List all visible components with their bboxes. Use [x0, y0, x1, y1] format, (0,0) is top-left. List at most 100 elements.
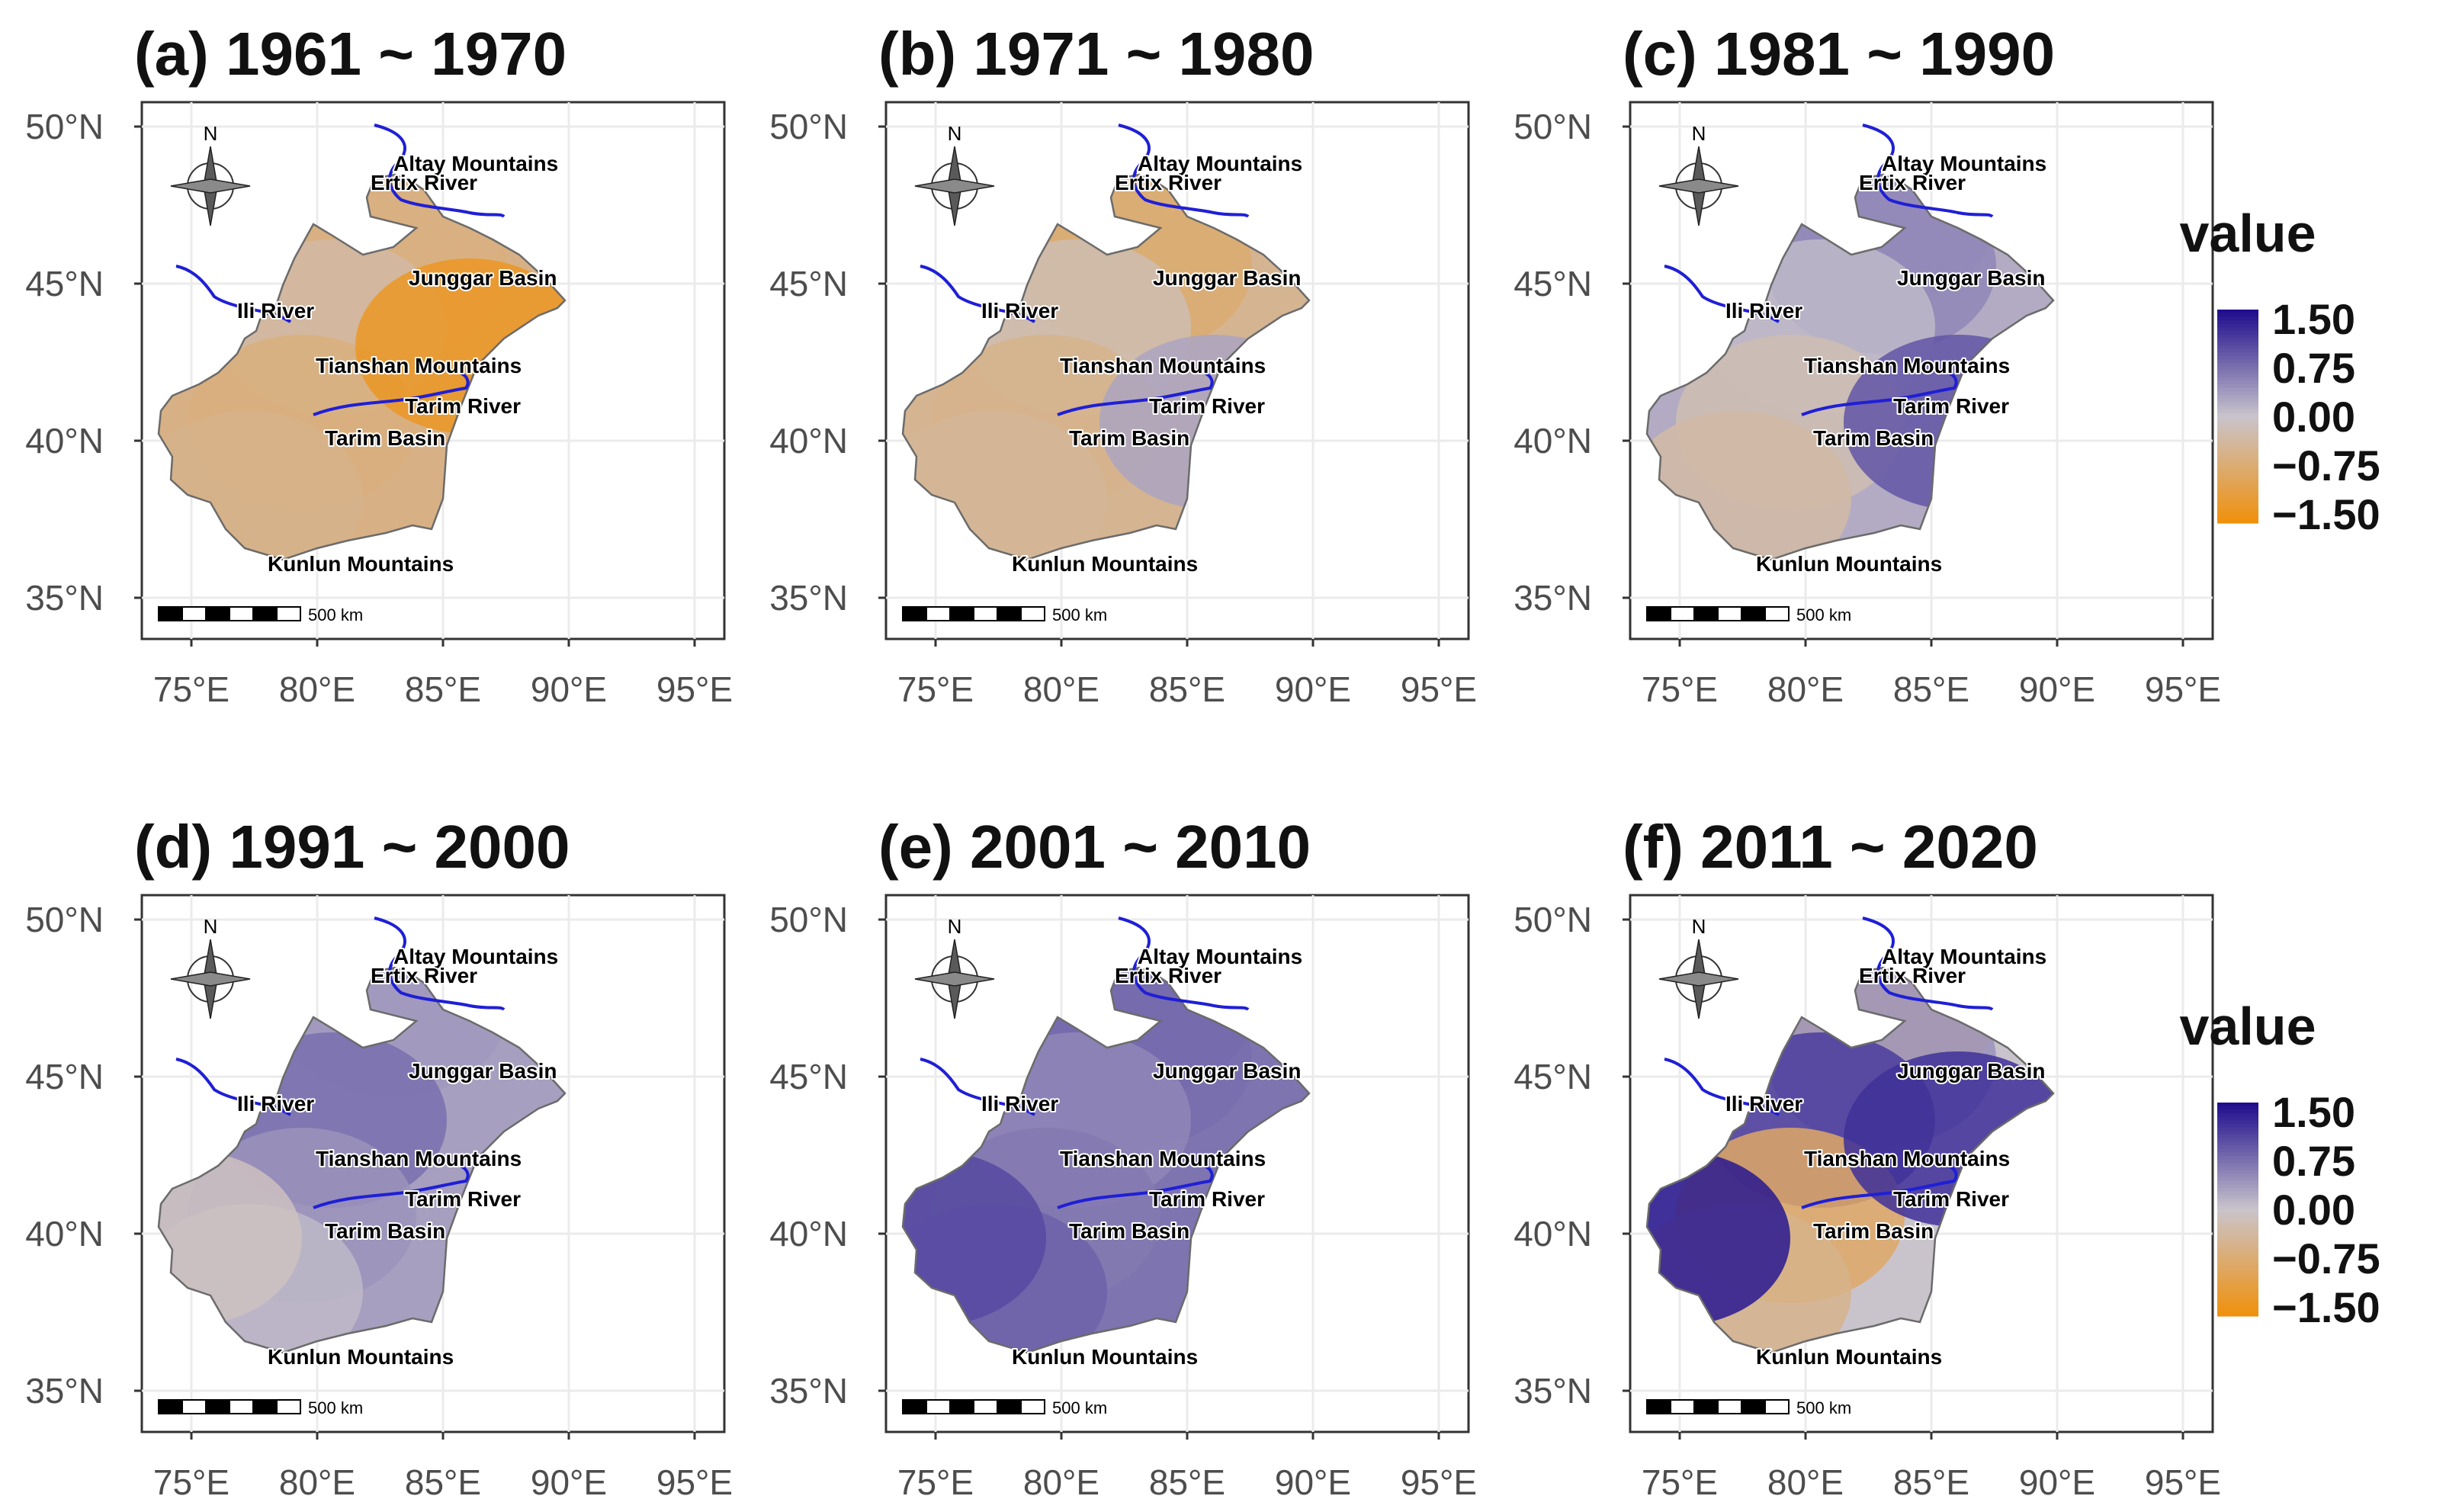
legend-color-step	[2217, 1255, 2258, 1260]
legend-color-step	[2217, 380, 2258, 385]
scale-bar: 500 km	[902, 605, 1107, 624]
tarim-basin-label: Tarim Basin	[1069, 1219, 1189, 1243]
legend-color-step	[2217, 1180, 2258, 1185]
legend-color-step	[2217, 1276, 2258, 1281]
lat-tick-label: 40°N	[769, 1214, 848, 1254]
legend-color-step	[2217, 448, 2258, 453]
legend-color-step	[2217, 1188, 2258, 1193]
scale-bar-segment	[1020, 1399, 1045, 1414]
legend-color-step	[2217, 313, 2258, 317]
lat-tick-label: 45°N	[25, 1057, 104, 1096]
legend-color-step	[2217, 413, 2258, 417]
lat-tick-label: 50°N	[769, 900, 848, 939]
legend-color-step	[2217, 310, 2258, 314]
north-arrow-needle-ew	[914, 971, 995, 987]
north-label: N	[1692, 122, 1706, 145]
scale-bar-segment	[1741, 1399, 1766, 1414]
legend-color-step	[2217, 1263, 2258, 1267]
legend-title: value	[2180, 204, 2316, 263]
tianshan-mountains-label: Tianshan Mountains	[1060, 354, 1266, 377]
legend-color-step	[2217, 1199, 2258, 1203]
legend-color-step	[2217, 409, 2258, 413]
ili-river-line	[175, 265, 292, 323]
lon-tick-label: 95°E	[2145, 669, 2221, 709]
junggar-basin-label: Junggar Basin	[1897, 1059, 2045, 1083]
scale-bar: 500 km	[1646, 1398, 1851, 1417]
lon-tick-label: 80°E	[1023, 669, 1099, 709]
lon-tick-label: 85°E	[1149, 669, 1225, 709]
legend-color-step	[2217, 327, 2258, 332]
tianshan-mountains-label: Tianshan Mountains	[1804, 354, 2010, 377]
ertix-river-line	[374, 917, 506, 1011]
ili-river-line	[1664, 1058, 1780, 1116]
legend-color-step	[2217, 519, 2258, 524]
legend-color-step	[2217, 320, 2258, 325]
legend-color-step	[2217, 1138, 2258, 1142]
legend-color-step	[2217, 1259, 2258, 1263]
lon-tick-label: 90°E	[1275, 669, 1351, 709]
north-arrow-icon: N	[1658, 122, 1739, 226]
xinjiang-outline	[157, 173, 567, 561]
scale-bar-segment	[276, 606, 301, 621]
north-arrow-needle-ew	[170, 971, 251, 987]
north-label: N	[948, 915, 962, 938]
lon-tick-label: 95°E	[656, 1462, 733, 1502]
lat-tick-label: 45°N	[1514, 1057, 1592, 1096]
scale-bar-segment	[1764, 1399, 1790, 1414]
kunlun-mountains-label: Kunlun Mountains	[1756, 1345, 1942, 1369]
legend-color-step	[2217, 1156, 2258, 1160]
tarim-river-label: Tarim River	[1893, 1187, 2009, 1211]
legend-color-step	[2217, 338, 2258, 342]
legend-color-step	[2217, 1209, 2258, 1214]
legend-color-step	[2217, 1220, 2258, 1225]
legend-color-step	[2217, 438, 2258, 442]
scale-bar-segment	[1717, 606, 1742, 621]
map-panel-6: (f) 2011 ~ 2020 50°N 45°N 40°N 35°N 75°E 80°E 8…	[1514, 813, 2221, 1502]
ili-river-line	[920, 265, 1036, 323]
scale-bar-segment	[1646, 1399, 1671, 1414]
legend-color-step	[2217, 363, 2258, 368]
legend-color-step	[2217, 1113, 2258, 1118]
legend-color-step	[2217, 1266, 2258, 1270]
lon-tick-label: 90°E	[531, 1462, 607, 1502]
tarim-river-line	[1801, 1164, 1958, 1209]
north-arrow-icon: N	[914, 915, 995, 1019]
junggar-basin-label: Junggar Basin	[1153, 1059, 1301, 1083]
lat-tick-label: 35°N	[25, 1371, 104, 1411]
kunlun-mountains-label: Kunlun Mountains	[1012, 1345, 1198, 1369]
legend-color-step	[2217, 1305, 2258, 1310]
legend-tick-label: −1.50	[2272, 1283, 2380, 1331]
legend-color-step	[2217, 359, 2258, 364]
value-region-western-tarim	[903, 1151, 1046, 1326]
ertix-river-label: Ertix River	[1115, 964, 1221, 987]
tarim-river-label: Tarim River	[1149, 1187, 1265, 1211]
legend-color-step	[2217, 1148, 2258, 1153]
kunlun-mountains-label: Kunlun Mountains	[1012, 552, 1198, 576]
legend-tick-label: 0.00	[2272, 393, 2355, 441]
lon-tick-label: 95°E	[1401, 669, 1477, 709]
legend-color-step	[2217, 1231, 2258, 1235]
scale-bar-segment	[1693, 606, 1719, 621]
scale-bar-segment	[1741, 606, 1766, 621]
scale-bar-segment	[926, 606, 951, 621]
legend-tick-label: −0.75	[2272, 1234, 2380, 1282]
legend-color-step	[2217, 1184, 2258, 1189]
lon-tick-label: 85°E	[1149, 1462, 1225, 1502]
lon-tick-label: 90°E	[531, 669, 607, 709]
lon-tick-label: 80°E	[1767, 669, 1844, 709]
ili-river-label: Ili River	[1725, 1092, 1802, 1116]
scale-bar-segment	[205, 606, 230, 621]
tianshan-mountains-label: Tianshan Mountains	[1060, 1147, 1266, 1170]
legend-color-step	[2217, 355, 2258, 360]
scale-bar-segment	[158, 606, 183, 621]
legend-color-step	[2217, 502, 2258, 506]
altay-mountains-label: Altay Mountains	[1882, 945, 2046, 968]
legend-color-step	[2217, 491, 2258, 496]
tarim-basin-label: Tarim Basin	[1813, 1219, 1934, 1243]
north-arrow-needle-ew	[914, 178, 995, 194]
junggar-basin-label: Junggar Basin	[409, 1059, 557, 1083]
legend-color-step	[2217, 1195, 2258, 1199]
north-label: N	[204, 915, 218, 938]
ili-river-label: Ili River	[981, 1092, 1058, 1116]
